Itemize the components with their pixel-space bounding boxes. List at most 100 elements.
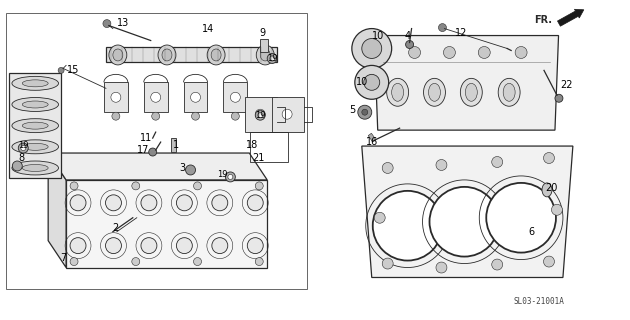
Circle shape: [555, 94, 563, 102]
Ellipse shape: [162, 49, 172, 61]
Circle shape: [70, 238, 86, 253]
Circle shape: [105, 195, 122, 211]
Text: 21: 21: [252, 153, 265, 163]
Circle shape: [186, 165, 195, 175]
Circle shape: [132, 258, 140, 266]
Circle shape: [515, 46, 527, 59]
Circle shape: [436, 159, 447, 171]
Ellipse shape: [12, 76, 59, 90]
Bar: [171, 138, 176, 152]
Text: 19: 19: [217, 171, 227, 180]
Polygon shape: [245, 97, 277, 132]
Circle shape: [352, 28, 392, 68]
Polygon shape: [362, 146, 573, 277]
Ellipse shape: [211, 49, 221, 61]
FancyArrow shape: [558, 9, 584, 26]
Circle shape: [231, 112, 239, 120]
Ellipse shape: [498, 78, 520, 106]
Ellipse shape: [428, 83, 440, 101]
Circle shape: [105, 238, 122, 253]
Circle shape: [151, 92, 161, 102]
Circle shape: [478, 46, 490, 59]
Circle shape: [362, 109, 368, 115]
Circle shape: [492, 156, 503, 167]
Circle shape: [231, 92, 240, 102]
Circle shape: [436, 262, 447, 273]
Polygon shape: [374, 36, 559, 130]
Polygon shape: [48, 153, 66, 268]
Circle shape: [141, 238, 157, 253]
Text: 10: 10: [372, 30, 384, 41]
Text: 3: 3: [180, 163, 186, 173]
Polygon shape: [48, 153, 267, 180]
Ellipse shape: [12, 119, 59, 132]
Ellipse shape: [207, 45, 225, 65]
Circle shape: [544, 256, 554, 267]
Polygon shape: [106, 47, 277, 62]
Text: 1: 1: [173, 140, 179, 150]
Circle shape: [190, 92, 200, 102]
Circle shape: [248, 238, 263, 253]
Text: 7: 7: [60, 252, 66, 263]
Polygon shape: [272, 97, 304, 132]
Circle shape: [255, 258, 263, 266]
Ellipse shape: [22, 122, 48, 129]
Text: 8: 8: [18, 153, 25, 163]
Text: 2: 2: [113, 223, 119, 233]
Circle shape: [444, 46, 455, 59]
Circle shape: [149, 148, 157, 156]
Ellipse shape: [542, 183, 552, 197]
Circle shape: [21, 146, 26, 150]
Text: 6: 6: [528, 227, 534, 237]
Circle shape: [176, 195, 192, 211]
Ellipse shape: [461, 78, 483, 106]
Polygon shape: [9, 73, 61, 178]
Circle shape: [551, 204, 563, 215]
Circle shape: [193, 258, 202, 266]
Circle shape: [70, 182, 78, 190]
Circle shape: [18, 143, 28, 153]
Circle shape: [374, 212, 385, 223]
Ellipse shape: [158, 45, 176, 65]
Circle shape: [103, 20, 111, 28]
Ellipse shape: [260, 49, 270, 61]
Circle shape: [382, 163, 393, 173]
Ellipse shape: [22, 80, 48, 87]
Polygon shape: [104, 82, 128, 112]
Circle shape: [132, 182, 140, 190]
Circle shape: [282, 109, 292, 119]
Circle shape: [192, 112, 200, 120]
Polygon shape: [66, 180, 267, 268]
Ellipse shape: [387, 78, 409, 106]
Text: 22: 22: [561, 80, 573, 90]
Circle shape: [13, 161, 22, 171]
Ellipse shape: [503, 83, 515, 101]
Ellipse shape: [113, 49, 123, 61]
Bar: [260, 38, 268, 52]
Circle shape: [226, 172, 236, 182]
Circle shape: [112, 112, 120, 120]
Circle shape: [270, 56, 275, 61]
Text: 13: 13: [117, 18, 129, 28]
Text: 5: 5: [349, 105, 355, 115]
Text: FR.: FR.: [534, 15, 552, 25]
Ellipse shape: [109, 45, 127, 65]
Text: 4: 4: [404, 30, 411, 41]
Circle shape: [70, 258, 78, 266]
Circle shape: [382, 258, 393, 269]
Ellipse shape: [12, 140, 59, 154]
Circle shape: [111, 92, 121, 102]
Ellipse shape: [12, 98, 59, 111]
Text: 18: 18: [246, 140, 258, 150]
Ellipse shape: [466, 83, 478, 101]
Circle shape: [255, 182, 263, 190]
Text: 9: 9: [259, 28, 265, 37]
Ellipse shape: [22, 143, 48, 150]
Circle shape: [486, 183, 556, 252]
Ellipse shape: [256, 45, 274, 65]
Circle shape: [141, 195, 157, 211]
Circle shape: [228, 174, 233, 180]
Text: 14: 14: [202, 24, 215, 34]
Polygon shape: [224, 82, 248, 112]
Circle shape: [430, 187, 499, 257]
